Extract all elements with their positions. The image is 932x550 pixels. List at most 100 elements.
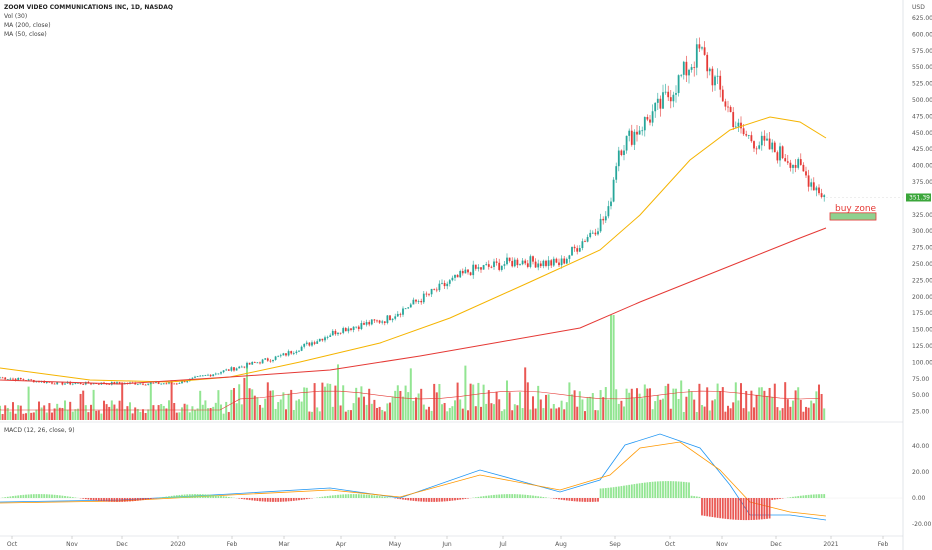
candle-body (589, 232, 592, 238)
candle-body (186, 381, 189, 383)
candle-body (716, 75, 719, 77)
candle-body (750, 135, 753, 142)
macd-histogram-bar (253, 498, 256, 501)
candle-body (97, 383, 100, 385)
candle-body (383, 321, 386, 324)
candle-body (526, 263, 529, 267)
candle-body (560, 258, 563, 266)
macd-histogram-bar (794, 496, 797, 498)
candle-body (810, 182, 813, 187)
macd-histogram-bar (636, 483, 638, 498)
volume-bar (74, 409, 77, 420)
macd-histogram-bar (711, 498, 714, 518)
candle-body (155, 381, 157, 383)
volume-bar (303, 387, 306, 420)
ma200-line (0, 227, 827, 385)
macd-histogram-bar (45, 494, 48, 498)
volume-bar (1, 413, 4, 420)
volume-bar (584, 411, 586, 420)
candle-body (805, 171, 807, 176)
macd-histogram-bar (750, 498, 753, 521)
candle-body (240, 366, 243, 368)
volume-bar (649, 388, 651, 420)
legend-ma200[interactable]: MA (200, close) (4, 22, 51, 29)
legend-vol[interactable]: Vol (30) (4, 13, 28, 20)
legend-ma50[interactable]: MA (50, close) (4, 31, 47, 38)
macd-histogram-bar (532, 495, 534, 498)
volume-bar (677, 398, 680, 420)
volume-bar (669, 408, 672, 420)
volume-bar (199, 390, 202, 420)
volume-bar (66, 409, 69, 420)
volume-bar (87, 412, 90, 420)
macd-histogram-bar (534, 495, 537, 498)
macd-histogram-bar (654, 481, 657, 498)
volume-bar (376, 407, 378, 420)
macd-histogram-bar (560, 498, 563, 500)
candle-body (144, 384, 147, 386)
macd-histogram-bar (22, 494, 25, 498)
candle-body (753, 141, 755, 149)
macd-histogram-bar (181, 494, 183, 498)
macd-histogram-bar (58, 495, 61, 498)
volume-bar (27, 386, 30, 420)
volume-bar (363, 396, 365, 420)
volume-bar (651, 409, 654, 420)
volume-bar (805, 406, 807, 420)
volume-bar (300, 401, 303, 420)
volume-bar (0, 405, 1, 420)
volume-bar (194, 409, 196, 420)
macd-tick: -20.00 (912, 521, 932, 528)
macd-histogram-bar (376, 495, 378, 498)
macd-histogram-bar (425, 498, 428, 502)
macd-histogram-bar (209, 494, 212, 498)
volume-bar (56, 403, 59, 420)
macd-histogram-bar (771, 498, 774, 500)
macd-histogram-bar (524, 494, 527, 498)
macd-histogram-bar (682, 481, 685, 498)
volume-bar (183, 403, 186, 420)
candle-body (79, 382, 82, 385)
macd-histogram-bar (6, 496, 9, 498)
volume-bar (753, 407, 755, 420)
macd-histogram-bar (675, 481, 677, 498)
candle-body (807, 175, 810, 187)
macd-histogram-bar (552, 498, 555, 499)
candle-body (108, 383, 111, 385)
macd-legend[interactable]: MACD (12, 26, close, 9) (4, 427, 75, 434)
candle-body (352, 326, 355, 330)
candle-body (22, 379, 25, 381)
volume-bar (555, 408, 558, 420)
volume-bar (719, 391, 722, 420)
candle-body (207, 374, 209, 376)
volume-bar (576, 406, 579, 420)
candle-body (669, 97, 672, 102)
candle-body (14, 378, 17, 381)
macd-histogram-bar (116, 498, 118, 502)
volume-bar (503, 409, 506, 420)
volume-bar (19, 405, 22, 420)
candle-body (607, 206, 610, 217)
candle-body (162, 383, 165, 385)
candle-body (539, 263, 542, 267)
candle-body (781, 146, 784, 159)
candle-body (404, 308, 407, 310)
macd-histogram-bar (277, 498, 280, 502)
volume-bar (789, 406, 792, 420)
candle-body (4, 377, 7, 380)
volume-bar (779, 410, 781, 420)
candle-body (812, 182, 815, 191)
candle-body (438, 283, 441, 291)
macd-histogram-bar (495, 494, 498, 498)
candle-body (459, 271, 462, 278)
candle-body (584, 241, 586, 243)
candle-body (630, 130, 633, 145)
volume-bar (610, 315, 612, 420)
candle-body (173, 383, 176, 385)
macd-histogram-bar (638, 483, 641, 498)
volume-bar (599, 390, 602, 420)
candle-body (168, 382, 170, 384)
candle-body (711, 68, 714, 86)
macd-histogram-bar (51, 494, 53, 498)
